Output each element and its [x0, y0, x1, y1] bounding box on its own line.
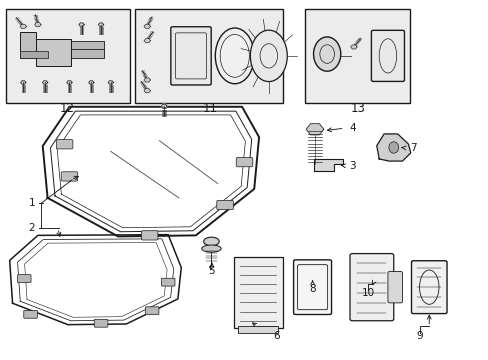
Polygon shape — [88, 81, 94, 84]
Polygon shape — [144, 89, 150, 93]
Text: 6: 6 — [272, 332, 279, 342]
Ellipse shape — [250, 30, 287, 82]
FancyBboxPatch shape — [371, 30, 404, 81]
Polygon shape — [79, 23, 84, 26]
Text: 10: 10 — [361, 288, 374, 298]
FancyBboxPatch shape — [24, 310, 37, 318]
Polygon shape — [144, 39, 150, 43]
FancyBboxPatch shape — [56, 140, 73, 149]
Ellipse shape — [201, 245, 221, 252]
Text: 2: 2 — [29, 223, 35, 233]
FancyBboxPatch shape — [236, 157, 252, 167]
Ellipse shape — [209, 266, 213, 268]
Polygon shape — [305, 124, 323, 135]
Bar — [6, 9, 130, 103]
Polygon shape — [20, 24, 26, 28]
Text: 4: 4 — [348, 123, 355, 133]
Polygon shape — [35, 23, 41, 27]
Text: 5: 5 — [208, 266, 215, 276]
Text: 13: 13 — [349, 102, 365, 115]
Polygon shape — [161, 104, 167, 108]
FancyBboxPatch shape — [161, 278, 175, 286]
Text: 12: 12 — [60, 102, 74, 115]
FancyBboxPatch shape — [20, 51, 48, 58]
Ellipse shape — [203, 237, 219, 246]
FancyBboxPatch shape — [233, 257, 282, 328]
Text: 1: 1 — [29, 198, 35, 208]
FancyBboxPatch shape — [20, 32, 36, 58]
Bar — [305, 9, 409, 103]
Text: 9: 9 — [415, 332, 422, 342]
Bar — [135, 9, 283, 103]
Polygon shape — [144, 78, 150, 82]
FancyBboxPatch shape — [293, 260, 331, 315]
FancyBboxPatch shape — [56, 41, 104, 50]
FancyBboxPatch shape — [141, 231, 158, 240]
Polygon shape — [108, 81, 113, 84]
FancyBboxPatch shape — [411, 261, 446, 314]
Polygon shape — [376, 134, 410, 161]
Text: 7: 7 — [409, 143, 416, 153]
Text: 3: 3 — [348, 161, 355, 171]
FancyBboxPatch shape — [387, 271, 402, 303]
FancyBboxPatch shape — [36, 39, 71, 66]
Ellipse shape — [388, 142, 398, 153]
Text: 8: 8 — [308, 284, 315, 294]
Polygon shape — [67, 81, 72, 84]
FancyBboxPatch shape — [145, 307, 159, 315]
FancyBboxPatch shape — [170, 27, 211, 85]
Polygon shape — [350, 45, 356, 49]
FancyBboxPatch shape — [238, 326, 278, 333]
Polygon shape — [313, 159, 343, 171]
Ellipse shape — [313, 37, 340, 71]
FancyBboxPatch shape — [349, 253, 393, 321]
Polygon shape — [42, 81, 48, 84]
Polygon shape — [144, 24, 150, 28]
FancyBboxPatch shape — [216, 201, 233, 210]
FancyBboxPatch shape — [18, 275, 31, 283]
Polygon shape — [20, 81, 26, 84]
FancyBboxPatch shape — [61, 172, 78, 181]
Ellipse shape — [215, 28, 254, 84]
FancyBboxPatch shape — [94, 319, 108, 327]
Polygon shape — [98, 23, 103, 26]
Text: 11: 11 — [203, 102, 218, 115]
FancyBboxPatch shape — [56, 49, 104, 58]
